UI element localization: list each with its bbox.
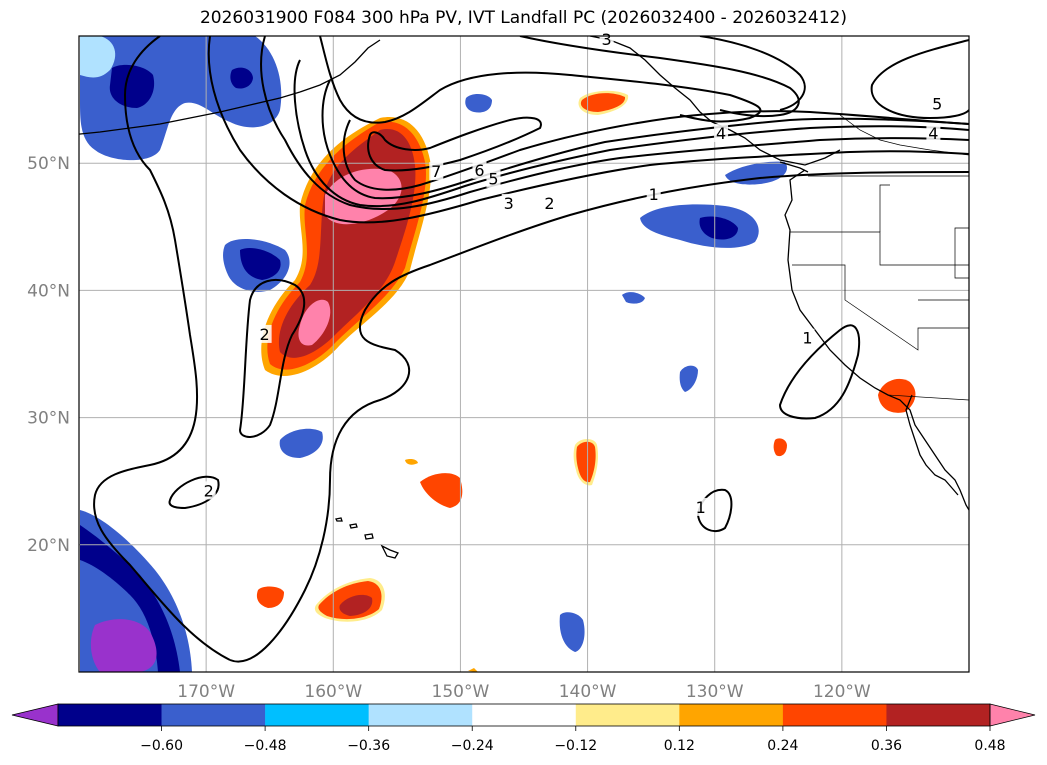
contour-label-bg bbox=[926, 123, 941, 142]
longitude-ticks: 170°W 160°W 150°W 140°W 130°W 120°W bbox=[177, 682, 871, 702]
colorbar-segment bbox=[679, 704, 784, 726]
lon-tick-label: 140°W bbox=[559, 682, 617, 702]
coastlines bbox=[79, 36, 969, 559]
contour-label-bg bbox=[714, 123, 729, 142]
contour-label-bg bbox=[429, 162, 444, 181]
contour-label: 7 bbox=[431, 162, 441, 181]
contour-label-bg bbox=[257, 324, 272, 343]
contour-label: 2 bbox=[544, 194, 554, 213]
latitude-ticks: 50°N 40°N 30°N 20°N bbox=[27, 154, 70, 556]
lat-tick-label: 20°N bbox=[27, 536, 70, 556]
colorbar-segment bbox=[886, 704, 991, 726]
contour-label-bg bbox=[930, 94, 945, 113]
contour-label: 5 bbox=[932, 95, 942, 114]
colorbar-segment bbox=[58, 704, 162, 726]
lat-tick-label: 40°N bbox=[27, 281, 70, 301]
colorbar-segment bbox=[472, 704, 577, 726]
contour-label-bg bbox=[542, 193, 557, 212]
colorbar-segment bbox=[265, 704, 369, 726]
lon-tick-label: 120°W bbox=[813, 682, 871, 702]
lon-tick-label: 170°W bbox=[177, 682, 235, 702]
contour-label: 2 bbox=[204, 481, 214, 500]
contour-label-bg bbox=[486, 169, 501, 188]
contour-label: 3 bbox=[602, 30, 612, 49]
lat-tick-label: 50°N bbox=[27, 154, 70, 174]
colorbar-segment bbox=[782, 704, 887, 726]
contour-label: 5 bbox=[488, 170, 498, 189]
contour-label: 1 bbox=[802, 329, 812, 348]
colorbar-outline bbox=[57, 703, 991, 727]
contour-label: 6 bbox=[474, 161, 484, 180]
map-gridlines bbox=[79, 36, 969, 672]
colorbar-tick-label: −0.60 bbox=[140, 738, 183, 754]
colorbar-tick-label: −0.36 bbox=[347, 738, 390, 754]
colorbar-tick-label: 0.36 bbox=[871, 738, 902, 754]
lon-tick-label: 150°W bbox=[432, 682, 490, 702]
contour-label: 3 bbox=[504, 194, 514, 213]
pv-shading bbox=[80, 36, 916, 672]
colorbar-tick-label: 0.12 bbox=[664, 738, 695, 754]
contour-label-bg bbox=[800, 328, 815, 347]
colorbar-tick-label: −0.48 bbox=[244, 738, 287, 754]
contour-label: 1 bbox=[696, 498, 706, 517]
contour-label: 1 bbox=[649, 185, 659, 204]
colorbar-tick-label: 0.48 bbox=[974, 738, 1005, 754]
lon-tick-label: 160°W bbox=[304, 682, 362, 702]
contour-label-bg bbox=[693, 497, 708, 516]
colorbar-segment bbox=[368, 704, 473, 726]
contour-label-bg bbox=[501, 193, 516, 212]
map-frame bbox=[78, 35, 970, 673]
map-title: 2026031900 F084 300 hPa PV, IVT Landfall… bbox=[199, 8, 847, 28]
contour-label-bg bbox=[599, 29, 614, 48]
colorbar-segment bbox=[575, 704, 680, 726]
colorbar: −0.60 −0.48 −0.36 −0.24 −0.12 0.12 0.24 0.36 0.4… bbox=[11, 703, 1036, 754]
colorbar-extend-high bbox=[989, 703, 1036, 727]
colorbar-extend-low bbox=[11, 703, 59, 727]
contour-label: 4 bbox=[928, 124, 938, 143]
contour-label-bg bbox=[646, 185, 661, 203]
contour-label: 2 bbox=[260, 325, 270, 344]
contour-label: 4 bbox=[716, 124, 726, 143]
colorbar-tick-label: 0.24 bbox=[767, 738, 798, 754]
colorbar-tick-label: −0.12 bbox=[554, 738, 597, 754]
ivt-contours bbox=[93, 36, 969, 663]
contour-label-bg bbox=[201, 481, 216, 500]
colorbar-tick-label: −0.24 bbox=[451, 738, 494, 754]
lat-tick-label: 30°N bbox=[27, 409, 70, 429]
political-borders bbox=[790, 114, 969, 401]
lon-tick-label: 130°W bbox=[686, 682, 744, 702]
colorbar-segment bbox=[161, 704, 266, 726]
contour-label-bg bbox=[472, 160, 487, 179]
